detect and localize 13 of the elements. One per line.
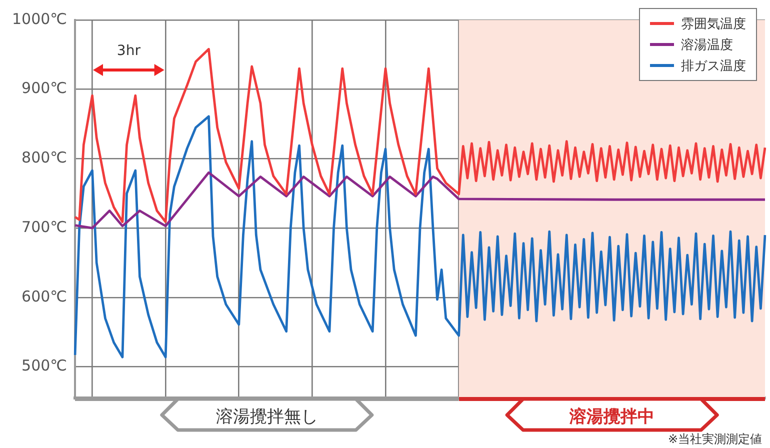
y-tick-label: 700℃: [22, 218, 68, 236]
legend-label: 排ガス温度: [680, 58, 746, 76]
annotation: 3hr: [116, 43, 140, 59]
legend-label: 雰囲気温度: [680, 16, 746, 34]
y-tick-label: 500℃: [22, 356, 68, 375]
text: 溶湯攪拌中: [569, 407, 654, 427]
y-tick-label: 900℃: [22, 79, 68, 98]
text: 溶湯攪拌無し: [162, 400, 372, 434]
y-tick-label: 800℃: [22, 148, 68, 167]
legend-label: 溶湯温度: [680, 36, 734, 54]
text: ※当社実測測定値: [668, 431, 762, 448]
y-tick-label: 600℃: [22, 287, 68, 306]
y-tick-label: 1000℃: [12, 10, 68, 28]
